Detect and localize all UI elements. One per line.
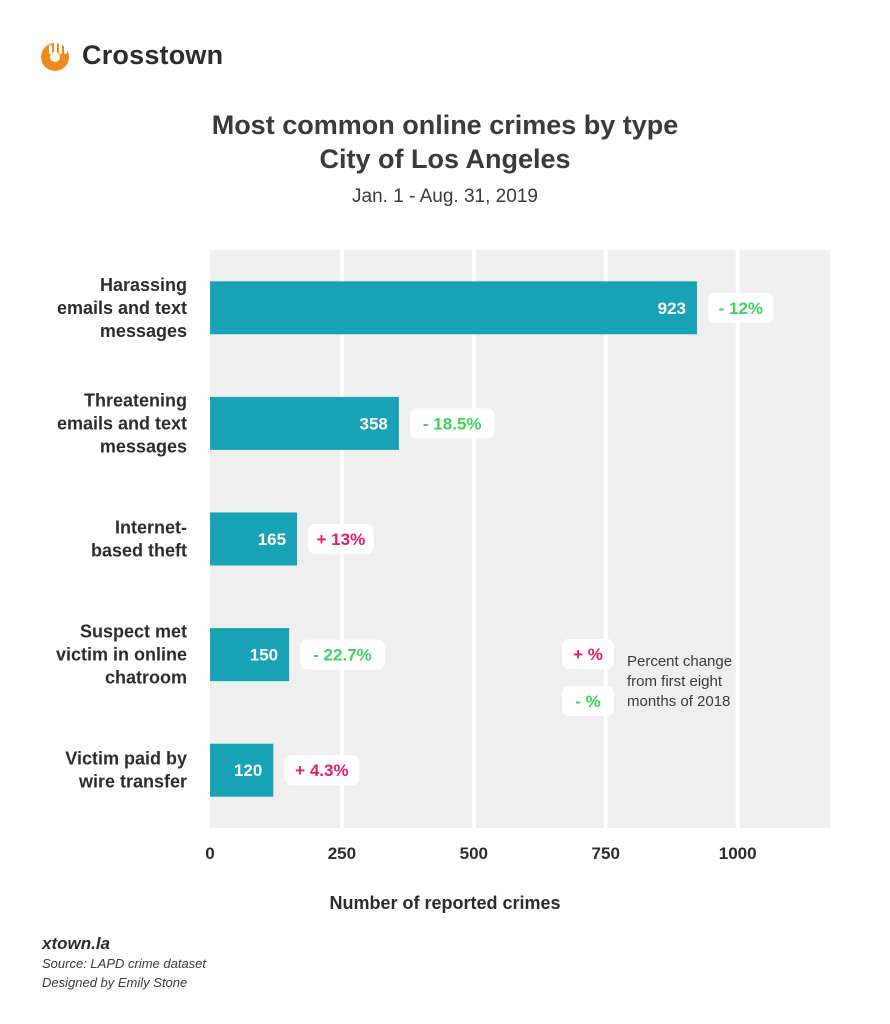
category-label: emails and text <box>57 298 187 318</box>
bar <box>210 281 698 335</box>
change-pill <box>409 408 495 439</box>
x-tick-label: 250 <box>328 844 356 863</box>
change-pill <box>308 524 374 554</box>
bar-value-label: 923 <box>658 299 686 318</box>
bar-value-label: 165 <box>258 530 286 549</box>
category-label: Suspect met <box>80 622 187 642</box>
chart-title: Most common online crimes by type <box>211 110 679 140</box>
change-pill <box>284 755 360 786</box>
legend-label: - % <box>575 692 601 711</box>
category-label: based theft <box>91 541 187 561</box>
legend-pill <box>562 639 614 669</box>
crosstown-logo-icon <box>41 42 69 71</box>
change-pill <box>300 639 385 670</box>
x-tick-label: 0 <box>205 844 214 863</box>
legend-description: months of 2018 <box>627 693 730 710</box>
x-tick-label: 500 <box>460 844 488 863</box>
chart-title-line2: City of Los Angeles <box>319 144 571 174</box>
legend-description: Percent change <box>627 653 732 670</box>
brand-name: Crosstown <box>82 39 224 70</box>
legend-label: + % <box>573 645 603 664</box>
category-label: Threatening <box>84 390 187 410</box>
bar <box>210 628 290 682</box>
category-label: Victim paid by <box>65 749 187 769</box>
legend-pill <box>562 686 614 716</box>
x-tick-label: 1000 <box>719 844 757 863</box>
category-label: Internet- <box>115 518 187 538</box>
chart-subtitle: Jan. 1 - Aug. 31, 2019 <box>352 186 538 207</box>
footer-site: xtown.la <box>42 934 111 953</box>
change-pill <box>708 292 774 323</box>
footer: xtown.la Source: LAPD crime dataset Desi… <box>42 934 206 992</box>
category-label: messages <box>100 321 187 341</box>
bar <box>210 396 399 450</box>
footer-source: Source: LAPD crime dataset <box>42 956 207 971</box>
change-label: - 22.7% <box>313 646 372 665</box>
legend-description: from first eight <box>627 673 723 690</box>
change-label: + 4.3% <box>295 761 348 780</box>
category-label: victim in online <box>56 645 187 665</box>
bar-value-label: 358 <box>360 414 388 433</box>
bar-value-label: 150 <box>250 646 278 665</box>
category-label: Harassing <box>100 275 187 295</box>
category-label: chatroom <box>105 668 187 688</box>
x-tick-label: 750 <box>592 844 620 863</box>
category-label: messages <box>100 436 187 456</box>
footer-designer: Designed by Emily Stone <box>42 975 188 990</box>
category-label: wire transfer <box>78 772 187 792</box>
category-label: emails and text <box>57 413 187 433</box>
bar <box>210 743 274 797</box>
bar-value-label: 120 <box>234 761 262 780</box>
change-label: + 13% <box>317 530 366 549</box>
bar <box>210 512 298 566</box>
change-label: - 12% <box>719 299 763 318</box>
change-label: - 18.5% <box>423 414 482 433</box>
crosstown-logo: Crosstown <box>40 38 223 72</box>
x-axis-label: Number of reported crimes <box>329 893 561 913</box>
